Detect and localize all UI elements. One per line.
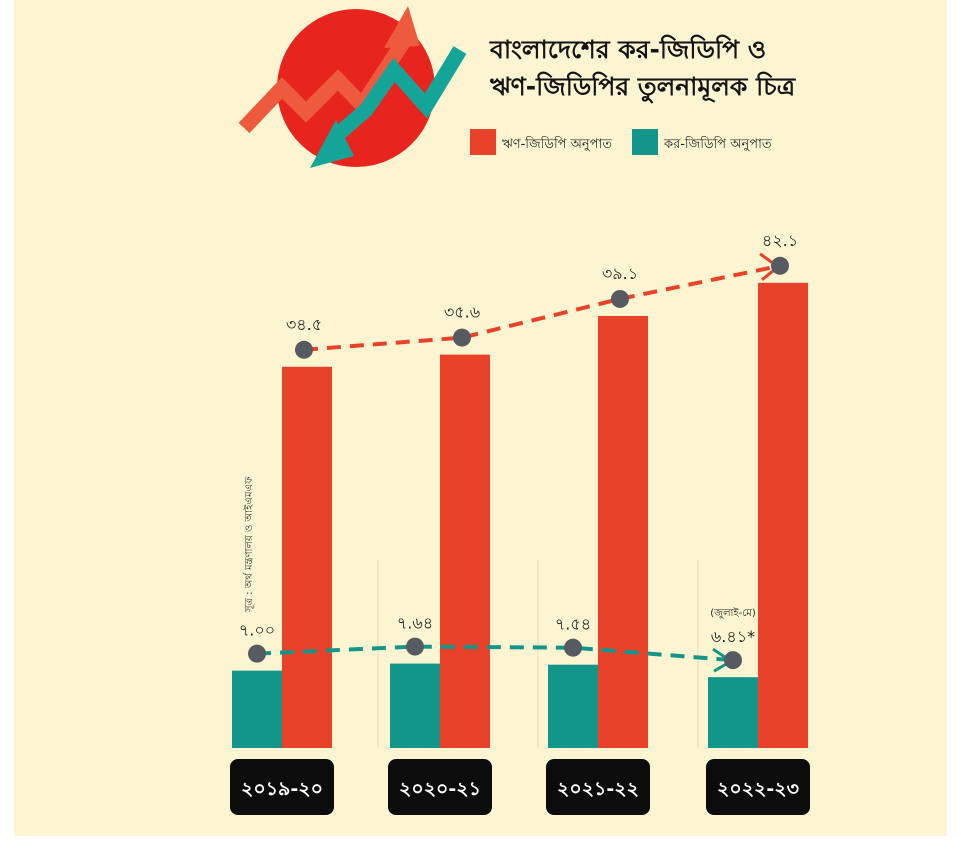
source-note: সূত্র : অর্থ মন্ত্রণালয় ও আইএমএফ [243, 476, 255, 613]
year-label-2: ২০২১-২২ [557, 778, 639, 800]
tax-value-label-2: ৭.৫৪ [555, 615, 591, 634]
tax-bar-0 [232, 670, 282, 748]
year-label-0: ২০১৯-২০ [241, 778, 323, 800]
legend-swatch-debt [470, 129, 496, 155]
debt-bar-1 [440, 354, 490, 748]
tax-value-label-0: ৭.০০ [239, 621, 275, 640]
tax-bar-3 [708, 677, 758, 748]
tax-bar-1 [390, 663, 440, 748]
trend-arrows-icon [238, 6, 467, 168]
debt-value-label-1: ৩৫.৬ [444, 303, 480, 322]
debt-value-label-0: ৩৪.৫ [286, 315, 322, 334]
legend-label-tax: কর-জিডিপি অনুপাত [663, 136, 772, 152]
debt-bar-3 [758, 282, 808, 748]
year-box-3 [706, 759, 810, 815]
legend: ঋণ-জিডিপি অনুপাত কর-জিডিপি অনুপাত [470, 129, 772, 155]
chart-svg: বাংলাদেশের কর-জিডিপি ও ঋণ-জিডিপির তুলনাম… [230, 6, 810, 815]
tax-point-0 [248, 644, 266, 663]
tax-point-2 [564, 638, 582, 657]
tax-trend-line [256, 644, 734, 663]
year-label-1: ২০২০-২১ [399, 778, 481, 800]
legend-swatch-tax [632, 129, 658, 155]
debt-bar-2 [598, 315, 648, 748]
legend-label-debt: ঋণ-জিডিপি অনুপাত [502, 136, 612, 152]
chart-panel: বাংলাদেশের কর-জিডিপি ও ঋণ-জিডিপির তুলনাম… [14, 0, 947, 836]
year-box-1 [388, 759, 492, 815]
debt-trend-line [303, 263, 781, 352]
plot-area: ২০১৯-২০ ২০২০-২১ ২০২১-২২ ২০২২-২৩ ৩৪.৫ ৩৫.৬ ৩৯.১… [230, 231, 810, 815]
chart-title-line2: ঋণ-জিডিপির তুলনামূলক চিত্র [489, 71, 797, 104]
debt-value-label-2: ৩৯.১ [602, 264, 638, 283]
year-box-2 [546, 759, 650, 815]
tax-bar-2 [548, 664, 598, 748]
debt-point-0 [295, 340, 313, 359]
tax-annotation-label: (জুলাই-মে) [710, 607, 756, 619]
debt-bar-0 [282, 366, 332, 748]
debt-point-2 [611, 289, 629, 308]
tax-point-1 [406, 637, 424, 656]
chart-title-line1: বাংলাদেশের কর-জিডিপি ও [489, 34, 766, 64]
debt-value-label-3: ৪২.১ [762, 231, 798, 250]
tax-value-label-3: ৬.৪১* [711, 627, 755, 646]
tax-point-3 [724, 651, 742, 670]
year-label-3: ২০২২-২৩ [717, 778, 799, 800]
debt-point-3 [771, 256, 789, 275]
tax-value-label-1: ৭.৬৪ [397, 614, 433, 633]
debt-point-1 [453, 328, 471, 347]
year-box-0 [230, 759, 334, 815]
